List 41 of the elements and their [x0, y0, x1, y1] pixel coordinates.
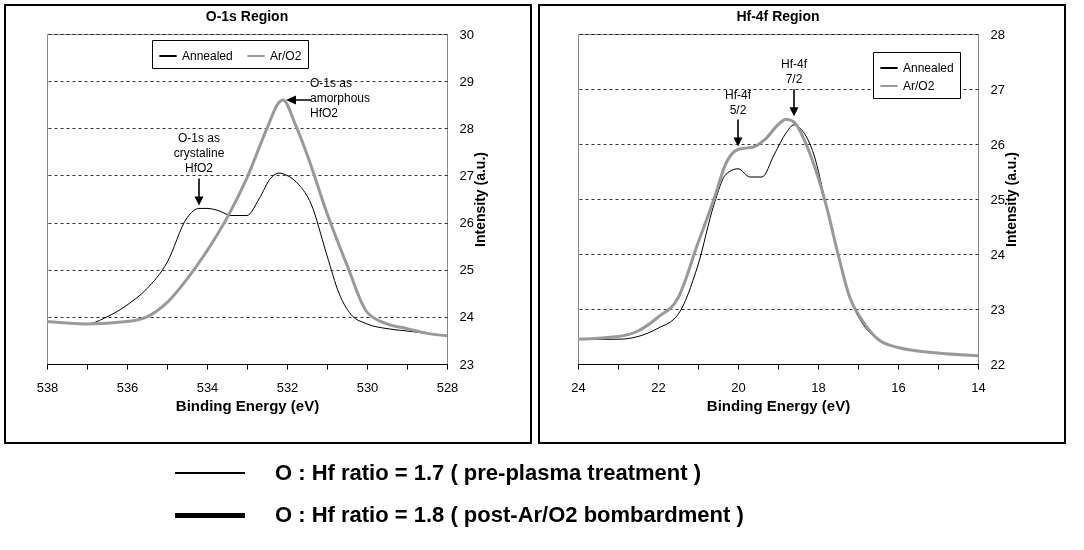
x-tick-label: 18 — [811, 379, 826, 395]
annotation: Hf-4f 7/2 — [780, 57, 808, 87]
y-tick-label: 27 — [459, 167, 474, 183]
y-tick-label: 23 — [990, 301, 1005, 317]
x-tick-label: 24 — [571, 379, 586, 395]
text: O : Hf ratio = 1.7 ( pre-plasma treatment ) — [275, 460, 702, 486]
text: O : Hf ratio = 1.8 ( post-Ar/O2 bombardment ) — [275, 502, 744, 528]
chart-title: Hf-4f Region — [736, 8, 820, 24]
legend-label: Ar/O2 — [903, 79, 935, 93]
legend-label: Annealed — [182, 49, 233, 63]
legend-label: Annealed — [903, 61, 954, 75]
y-tick-label: 26 — [990, 136, 1005, 152]
x-tick-label: 528 — [436, 379, 459, 395]
chart-title: O-1s Region — [205, 8, 289, 24]
x-tick-label: 20 — [731, 379, 746, 395]
annotation: Hf-4f 5/2 — [724, 87, 752, 117]
x-tick-label: 536 — [116, 379, 139, 395]
y-tick-label: 29 — [459, 73, 474, 89]
y-tick-label: 25 — [459, 262, 474, 278]
y-tick-label: 28 — [459, 120, 474, 136]
annotation: O-1s as crystaline HfO2 — [173, 131, 225, 176]
x-tick-label: 22 — [651, 379, 666, 395]
x-tick-label: 530 — [356, 379, 379, 395]
y-tick-label: 24 — [459, 309, 474, 325]
annotation: O-1s as amorphous HfO2 — [310, 75, 371, 120]
x-tick-label: 538 — [36, 379, 59, 395]
y-tick-label: 28 — [990, 26, 1005, 42]
legend-label: Ar/O2 — [270, 49, 302, 63]
y-tick-label: 27 — [990, 81, 1005, 97]
x-tick-label: 534 — [196, 379, 219, 395]
x-tick-label: 16 — [891, 379, 906, 395]
x-axis-title: Binding Energy (eV) — [175, 396, 320, 414]
y-tick-label: 24 — [990, 246, 1005, 262]
y-tick-label: 30 — [459, 26, 474, 42]
x-tick-label: 14 — [971, 379, 986, 395]
y-tick-label: 22 — [990, 356, 1005, 372]
y-tick-label: 25 — [990, 191, 1005, 207]
y-tick-label: 26 — [459, 215, 474, 231]
x-tick-label: 532 — [276, 379, 299, 395]
y-tick-label: 23 — [459, 356, 474, 372]
x-axis-title: Binding Energy (eV) — [706, 396, 851, 414]
